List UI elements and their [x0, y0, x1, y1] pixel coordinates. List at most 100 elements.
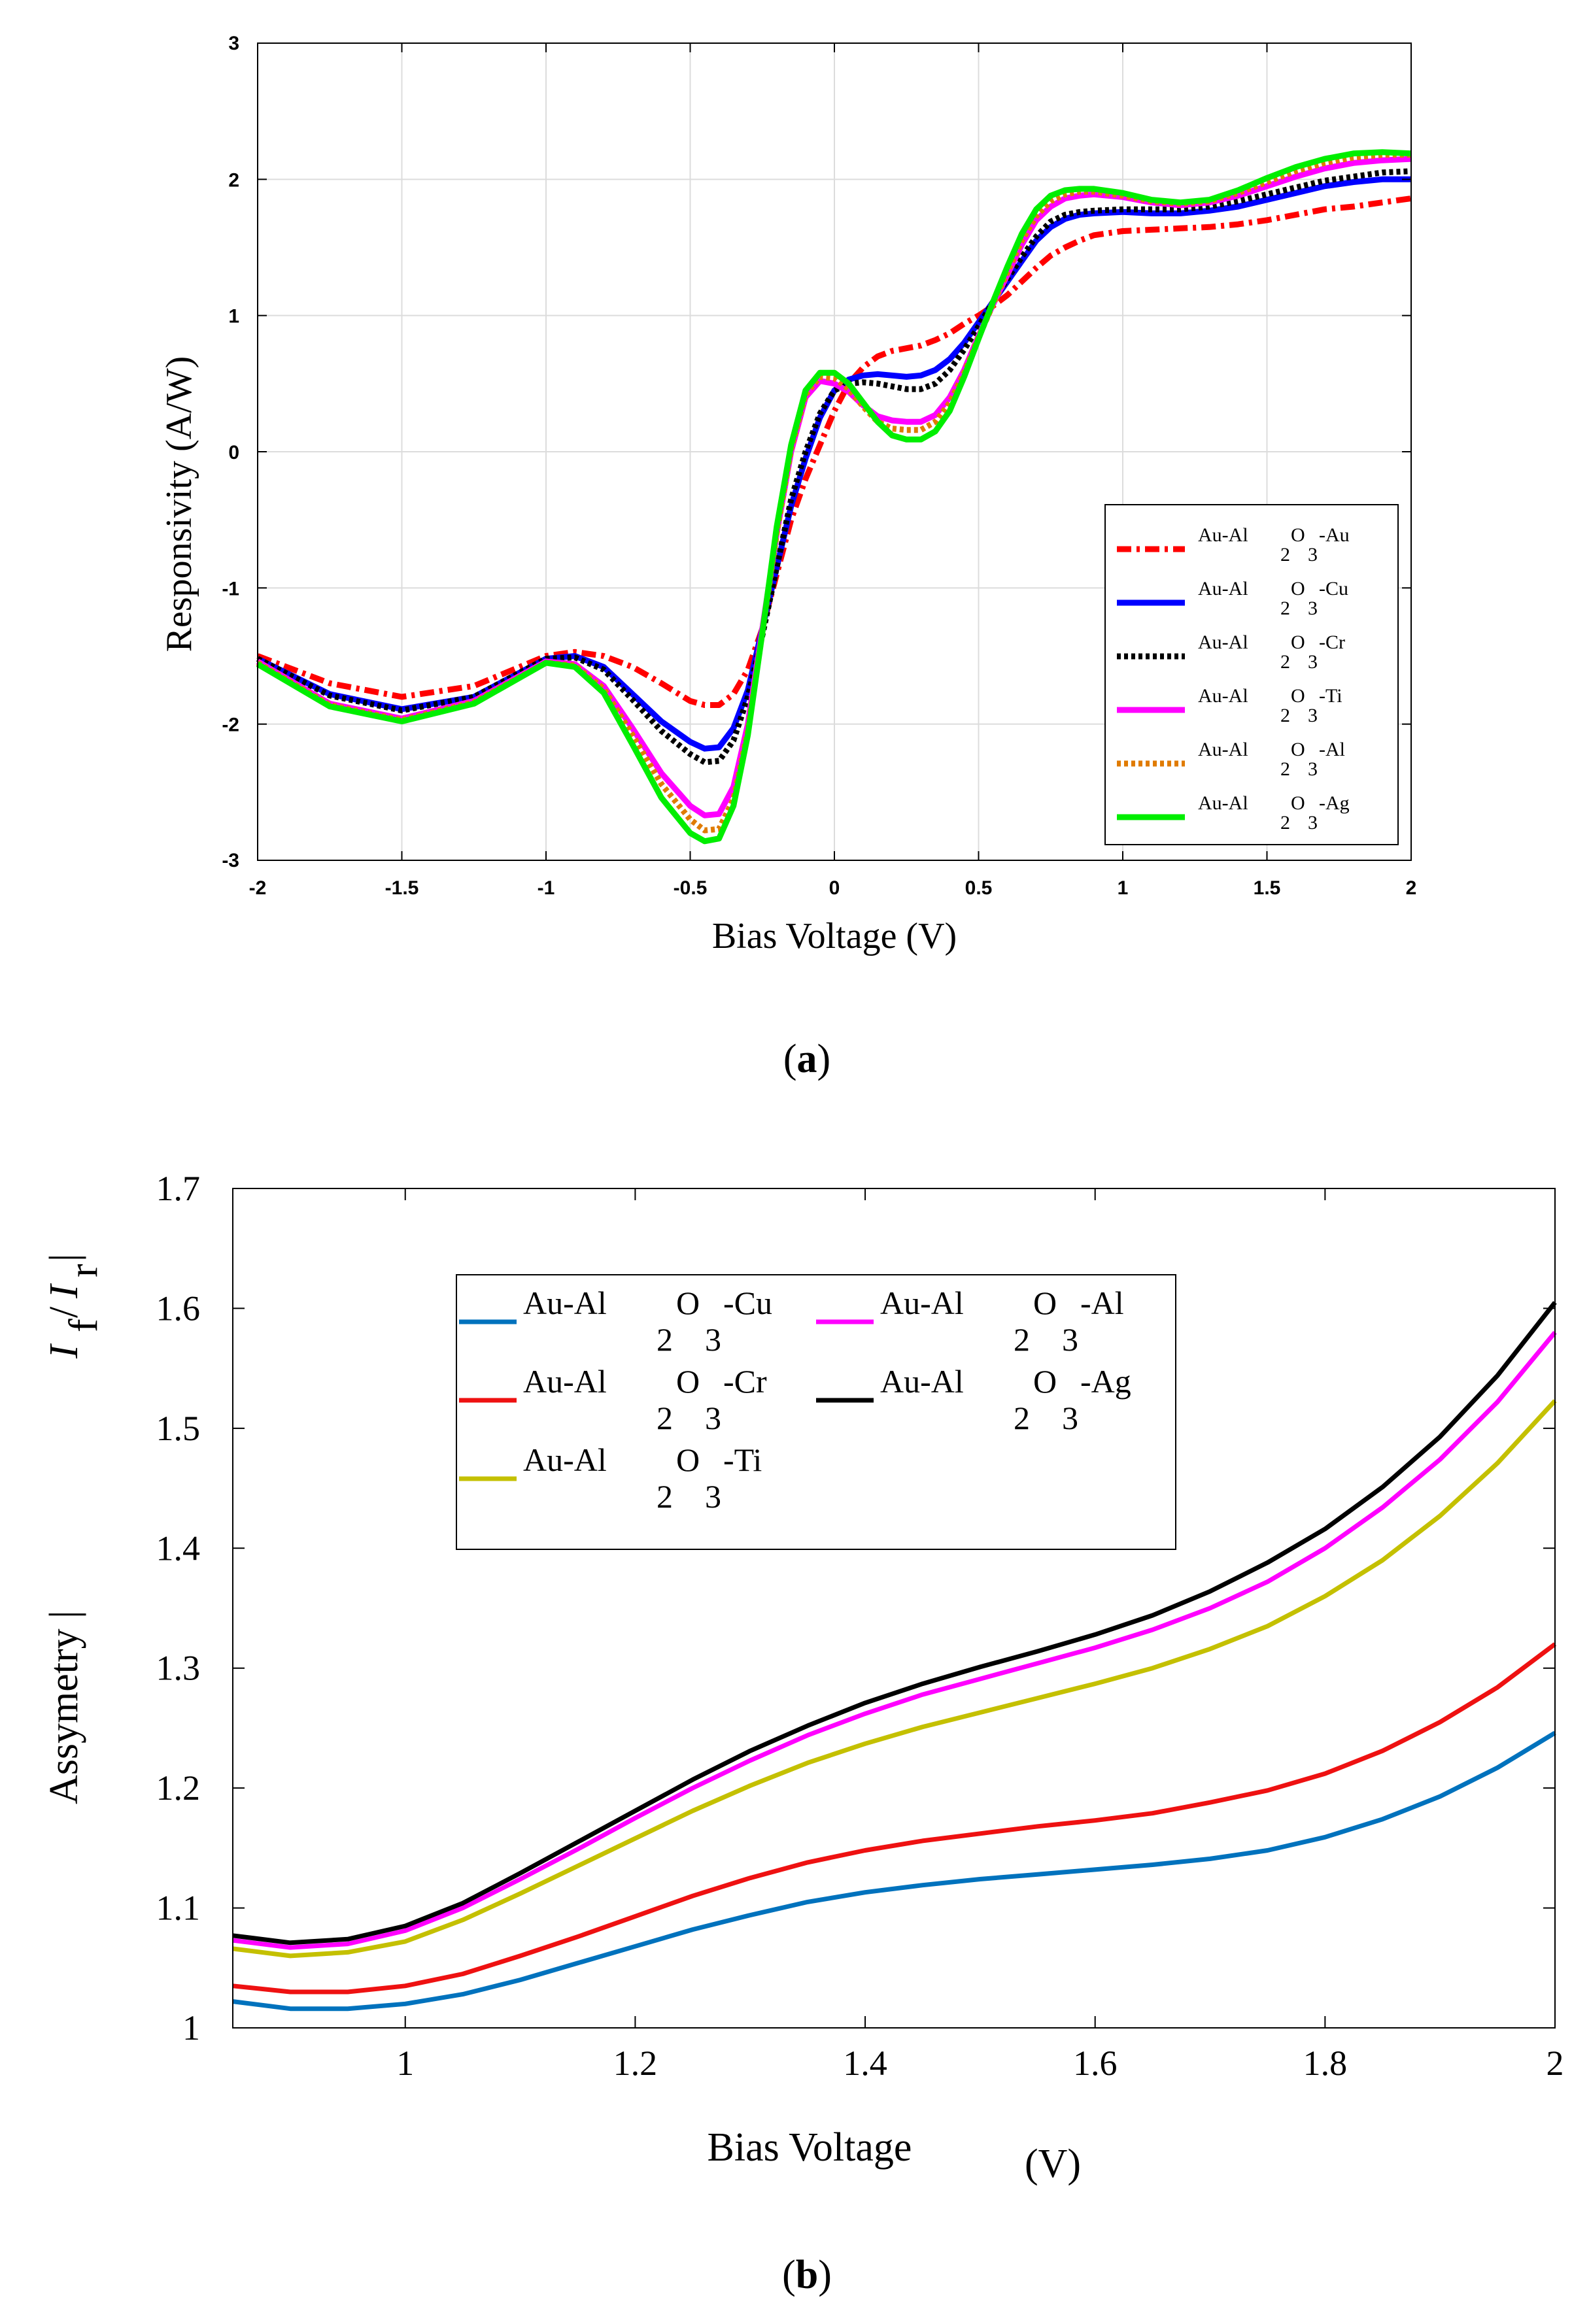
y-tick-label: -3 — [222, 850, 239, 871]
legend-text-metal: -Cu — [723, 1285, 772, 1321]
legend-text-sub: 3 — [1308, 544, 1318, 565]
legend-text-sub: 2 — [1014, 1400, 1030, 1436]
series-line-al — [232, 1330, 1557, 1950]
legend-text-o: O — [1291, 578, 1305, 599]
legend-text-o: O — [676, 1363, 700, 1400]
legend-text-o: O — [1291, 632, 1305, 653]
y-tick-label: 1.1 — [156, 1889, 201, 1928]
panel-b-x-axis-label: Bias Voltage — [708, 2125, 912, 2170]
legend-text-base: Au-Al — [1198, 524, 1248, 546]
legend-text-o: O — [1291, 685, 1305, 707]
legend-text-sub: 2 — [1280, 598, 1290, 619]
panel-b-x-axis-unit: (V) — [1025, 2142, 1081, 2186]
x-tick-label: -2 — [249, 877, 267, 899]
x-tick-label: 1.6 — [1073, 2044, 1118, 2083]
y-tick-label: 3 — [228, 33, 239, 54]
legend-text-metal: -Ag — [1319, 792, 1350, 814]
series-line-ti — [232, 1399, 1557, 1959]
legend-text-sub: 3 — [1308, 651, 1318, 673]
legend-text-o: O — [676, 1285, 700, 1321]
legend-text-metal: -Ag — [1080, 1363, 1131, 1400]
y-tick-label: 1.2 — [156, 1768, 201, 1808]
y-axis-ratio-part: / — [42, 1306, 86, 1318]
legend-text-sub: 3 — [1308, 758, 1318, 780]
panel-b-label-paren: ) — [818, 2253, 832, 2297]
legend-text-sub: 2 — [1280, 812, 1290, 834]
y-tick-label: 1.7 — [156, 1169, 201, 1208]
legend-text-sub: 3 — [705, 1478, 721, 1515]
x-tick-label: 2 — [1406, 877, 1417, 899]
legend-text-base: Au-Al — [880, 1285, 964, 1321]
legend-text-metal: -Al — [1080, 1285, 1124, 1321]
legend-text-metal: -Au — [1319, 524, 1350, 546]
panel-b-series — [232, 1301, 1557, 2012]
series-line-cu — [256, 176, 1411, 752]
x-tick-label: 1.4 — [843, 2044, 887, 2083]
legend-text-metal: -Ti — [1319, 685, 1342, 707]
legend-text-sub: 2 — [657, 1321, 673, 1358]
legend-text-base: Au-Al — [1198, 632, 1248, 653]
series-line-ag — [256, 149, 1412, 845]
legend-text-sub: 2 — [657, 1478, 673, 1515]
legend-text-o: O — [1291, 792, 1305, 814]
legend-text-sub: 3 — [705, 1321, 721, 1358]
legend-text-sub: 2 — [1280, 758, 1290, 780]
legend-text-sub: 2 — [1280, 705, 1290, 726]
x-tick-label: -1 — [538, 877, 555, 899]
legend-text-metal: -Ti — [723, 1441, 762, 1478]
y-tick-label: 0 — [228, 442, 239, 463]
series-line-cr — [232, 1642, 1557, 1995]
legend-text-sub: 2 — [1014, 1321, 1030, 1358]
x-tick-label: 1 — [396, 2044, 414, 2083]
panel-b-asymmetry-chart: 1 1.2 1.4 1.6 1.8 2 1 1.1 1.2 1.3 1.4 1.5 1.6 1.7 Bia… — [42, 1169, 1564, 2186]
legend-text-metal: -Cr — [723, 1363, 767, 1400]
series-line-cr — [256, 168, 1412, 766]
panel-a-x-axis-label: Bias Voltage (V) — [712, 916, 957, 956]
panel-b-label-letter: b — [796, 2253, 818, 2297]
y-tick-label: -2 — [222, 715, 239, 736]
panel-b-ticks: 1 1.2 1.4 1.6 1.8 2 1 1.1 1.2 1.3 1.4 1.5 1.6 1.7 — [156, 1169, 1564, 2083]
legend-text-sub: 2 — [1280, 544, 1290, 565]
legend-box — [1104, 504, 1399, 845]
legend-text-sub: 3 — [1308, 812, 1318, 834]
legend-text-sub: 3 — [1308, 598, 1318, 619]
legend-text-base: Au-Al — [523, 1363, 607, 1400]
legend-text-sub: 3 — [1062, 1400, 1078, 1436]
x-tick-label: 1.8 — [1303, 2044, 1348, 2083]
panel-b-y-axis-label: Assymetry | If/ Ir | — [42, 1254, 106, 1804]
legend-text-sub: 3 — [705, 1400, 721, 1436]
y-tick-label: 1 — [182, 2008, 200, 2047]
x-tick-label: 1.5 — [1254, 877, 1281, 899]
panel-b-plot-frame — [232, 1188, 1556, 2029]
panel-a-label-letter: a — [797, 1037, 817, 1081]
legend-text-sub: 2 — [657, 1400, 673, 1436]
y-tick-label: 1.6 — [156, 1288, 201, 1328]
y-tick-label: 2 — [228, 169, 239, 191]
series-line-au — [256, 195, 1412, 708]
y-tick-label: 1.4 — [156, 1528, 201, 1568]
x-tick-label: -1.5 — [385, 877, 419, 899]
legend-text-base: Au-Al — [523, 1285, 607, 1321]
panel-a-grid — [257, 42, 1412, 861]
panel-a-series — [256, 149, 1412, 845]
x-tick-label: 0 — [829, 877, 840, 899]
y-axis-label-text: Assymetry | — [42, 1610, 86, 1804]
panel-a-y-axis-label: Responsivity (A/W) — [159, 356, 199, 652]
legend-text-sub: 3 — [1308, 705, 1318, 726]
series-line-ag — [232, 1301, 1557, 1945]
y-axis-ratio-part: f — [61, 1319, 106, 1332]
y-axis-ratio-part: | — [42, 1254, 86, 1262]
legend-text-base: Au-Al — [1198, 685, 1248, 707]
legend-text-base: Au-Al — [1198, 792, 1248, 814]
y-axis-ratio-part: I — [42, 1343, 86, 1359]
panel-a-legend: Au-Al2O3-AuAu-Al2O3-CuAu-Al2O3-CrAu-Al2O… — [1104, 504, 1399, 845]
legend-text-metal: -Cu — [1319, 578, 1348, 599]
legend-text-o: O — [1291, 524, 1305, 546]
series-line-cu — [232, 1730, 1556, 2012]
legend-text-metal: -Cr — [1319, 632, 1345, 653]
panel-b-label: (b) — [782, 2253, 832, 2297]
